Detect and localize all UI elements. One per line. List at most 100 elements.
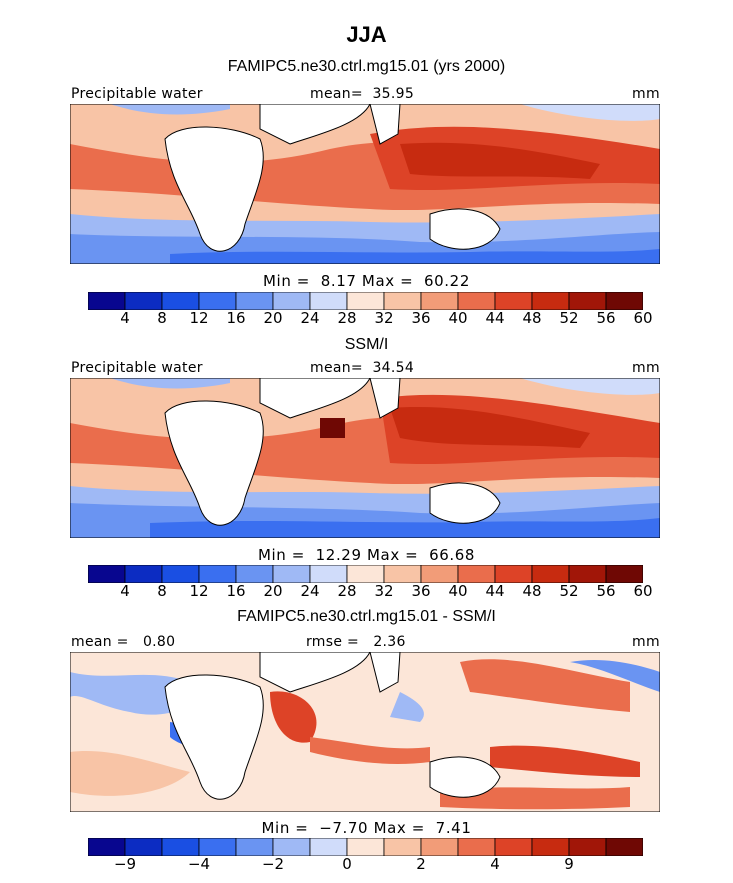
colorbar-swatch bbox=[235, 565, 274, 583]
colorbar-swatch bbox=[198, 838, 237, 856]
colorbar-tick-label: 44 bbox=[485, 309, 505, 327]
panel-1-colorbar bbox=[88, 292, 643, 310]
colorbar-tick-label: 36 bbox=[411, 309, 431, 327]
panel-3-subtitle: FAMIPC5.ne30.ctrl.mg15.01 - SSM/I bbox=[237, 608, 496, 625]
panel-3-mean-label: mean = 0.80 bbox=[71, 634, 176, 650]
colorbar-tick-label: 4 bbox=[120, 582, 130, 600]
panel-2-max-value: 66.68 bbox=[429, 546, 476, 564]
panel-3-rmse-value: 2.36 bbox=[373, 634, 406, 650]
colorbar-tick-label: 36 bbox=[411, 582, 431, 600]
colorbar-tick-label: 12 bbox=[189, 309, 209, 327]
panel-3-units: mm bbox=[632, 634, 660, 650]
panel-3-colorbar bbox=[88, 838, 643, 856]
panel-1-subtitle: FAMIPC5.ne30.ctrl.mg15.01 (yrs 2000) bbox=[227, 58, 506, 75]
colorbar-swatch bbox=[88, 565, 126, 583]
colorbar-swatch bbox=[383, 292, 422, 310]
colorbar-swatch bbox=[531, 565, 570, 583]
colorbar-swatch bbox=[198, 565, 237, 583]
panel-3-rmse-label: rmse = 2.36 bbox=[306, 634, 406, 650]
colorbar-swatch bbox=[309, 292, 348, 310]
colorbar-swatch bbox=[605, 838, 643, 856]
colorbar-swatch bbox=[346, 292, 385, 310]
panel-1-max-value: 60.22 bbox=[424, 272, 470, 290]
colorbar-tick-label: 24 bbox=[300, 582, 320, 600]
colorbar-tick-label: 0 bbox=[342, 855, 352, 873]
colorbar-tick-label: 24 bbox=[300, 309, 320, 327]
panel-1-min-value: 8.17 bbox=[320, 272, 357, 290]
colorbar-swatch bbox=[235, 838, 274, 856]
colorbar-tick-label: 9 bbox=[564, 855, 574, 873]
colorbar-swatch bbox=[420, 838, 459, 856]
colorbar-tick-label: 32 bbox=[374, 309, 394, 327]
colorbar-swatch bbox=[88, 838, 126, 856]
colorbar-tick-label: 12 bbox=[189, 582, 209, 600]
colorbar-tick-label: −9 bbox=[113, 855, 137, 873]
colorbar-swatch bbox=[235, 292, 274, 310]
colorbar-tick-label: 44 bbox=[485, 582, 505, 600]
colorbar-tick-label: 52 bbox=[559, 582, 579, 600]
colorbar-swatch bbox=[309, 565, 348, 583]
colorbar-tick-label: 40 bbox=[448, 582, 468, 600]
panel-2-units: mm bbox=[632, 360, 660, 376]
panel-1-map bbox=[70, 104, 660, 264]
panel-2-subtitle: SSM/I bbox=[344, 336, 389, 353]
colorbar-swatch bbox=[272, 838, 311, 856]
colorbar-swatch bbox=[88, 292, 126, 310]
colorbar-swatch bbox=[494, 838, 533, 856]
colorbar-tick-label: 56 bbox=[596, 309, 616, 327]
colorbar-swatch bbox=[383, 565, 422, 583]
colorbar-swatch bbox=[161, 565, 200, 583]
colorbar-tick-label: 40 bbox=[448, 309, 468, 327]
colorbar-swatch bbox=[272, 565, 311, 583]
colorbar-tick-label: 48 bbox=[522, 309, 542, 327]
panel-1-variable-label: Precipitable water bbox=[71, 86, 203, 102]
colorbar-tick-label: 32 bbox=[374, 582, 394, 600]
colorbar-tick-label: 28 bbox=[337, 309, 357, 327]
colorbar-tick-label: −2 bbox=[261, 855, 285, 873]
panel-3-mean-value: 0.80 bbox=[142, 634, 176, 650]
colorbar-tick-label: 20 bbox=[263, 582, 283, 600]
panel-2-mean-value: 34.54 bbox=[372, 360, 415, 376]
colorbar-swatch bbox=[568, 838, 607, 856]
panel-2-variable-label: Precipitable water bbox=[71, 360, 203, 376]
colorbar-swatch bbox=[494, 292, 533, 310]
colorbar-swatch bbox=[161, 838, 200, 856]
colorbar-swatch bbox=[124, 838, 163, 856]
colorbar-tick-label: −4 bbox=[187, 855, 211, 873]
colorbar-tick-label: 56 bbox=[596, 582, 616, 600]
colorbar-tick-label: 52 bbox=[559, 309, 579, 327]
colorbar-tick-label: 20 bbox=[263, 309, 283, 327]
colorbar-tick-label: 8 bbox=[157, 309, 167, 327]
colorbar-swatch bbox=[124, 565, 163, 583]
figure-title: JJA bbox=[346, 22, 387, 47]
panel-3-max-value: 7.41 bbox=[435, 819, 472, 837]
panel-3-min-value: −7.70 bbox=[319, 819, 369, 837]
panel-3-min-max: Min = −7.70 Max = 7.41 bbox=[261, 819, 472, 837]
panel-2-colorbar-ticks: 4 8 12 16 20 24 28 32 36 40 44 48 52 56 60 bbox=[88, 582, 652, 602]
panel-1-units: mm bbox=[632, 86, 660, 102]
colorbar-tick-label: 28 bbox=[337, 582, 357, 600]
colorbar-swatch bbox=[124, 292, 163, 310]
colorbar-tick-label: 16 bbox=[226, 309, 246, 327]
colorbar-swatch bbox=[531, 292, 570, 310]
panel-1-min-max: Min = 8.17 Max = 60.22 bbox=[263, 272, 470, 290]
colorbar-tick-label: 4 bbox=[120, 309, 130, 327]
panel-3-colorbar-ticks: −9 −4 −2 0 2 4 9 bbox=[88, 855, 643, 875]
colorbar-tick-label: 8 bbox=[157, 582, 167, 600]
panel-2-colorbar bbox=[88, 565, 643, 583]
colorbar-swatch bbox=[383, 838, 422, 856]
panel-2-min-max: Min = 12.29 Max = 66.68 bbox=[257, 546, 476, 564]
panel-1-mean-label: mean= 35.95 bbox=[310, 86, 414, 102]
colorbar-tick-label: 16 bbox=[226, 582, 246, 600]
colorbar-swatch bbox=[568, 292, 607, 310]
panel-2-mean-label: mean= 34.54 bbox=[310, 360, 414, 376]
colorbar-swatch bbox=[457, 565, 496, 583]
panel-2-map bbox=[70, 378, 660, 538]
colorbar-swatch bbox=[161, 292, 200, 310]
colorbar-swatch bbox=[272, 292, 311, 310]
colorbar-swatch bbox=[531, 838, 570, 856]
colorbar-swatch bbox=[568, 565, 607, 583]
colorbar-tick-label: 60 bbox=[633, 582, 653, 600]
colorbar-swatch bbox=[494, 565, 533, 583]
colorbar-swatch bbox=[309, 838, 348, 856]
